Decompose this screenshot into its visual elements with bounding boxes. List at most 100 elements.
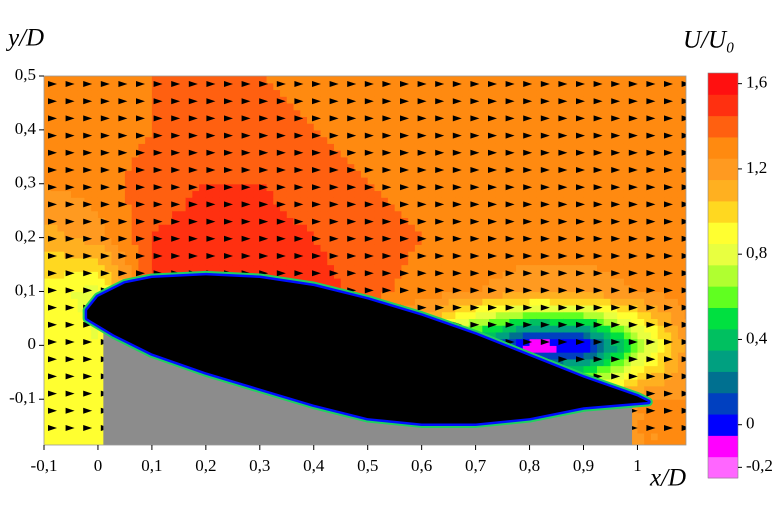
field-cell	[462, 298, 470, 306]
field-cell	[610, 358, 618, 367]
field-cell	[44, 338, 52, 346]
field-cell	[489, 325, 497, 333]
field-cell	[259, 116, 268, 124]
field-cell	[630, 109, 639, 118]
field-cell	[462, 116, 470, 124]
field-cell	[516, 237, 524, 245]
field-cell	[516, 197, 524, 205]
field-cell	[340, 123, 349, 131]
field-cell	[374, 102, 382, 111]
field-cell	[637, 372, 645, 380]
field-cell	[111, 82, 119, 91]
field-cell	[246, 163, 254, 171]
field-cell	[590, 102, 598, 111]
field-cell	[192, 163, 200, 171]
field-cell	[280, 203, 288, 212]
field-cell	[185, 210, 193, 219]
field-cell	[77, 298, 86, 306]
field-cell	[435, 109, 443, 118]
field-cell	[286, 217, 295, 225]
field-cell	[212, 210, 220, 219]
field-cell	[414, 190, 423, 198]
field-cell	[536, 318, 544, 326]
field-cell	[293, 264, 301, 272]
field-cell	[145, 150, 153, 158]
field-cell	[489, 76, 497, 84]
field-cell	[178, 251, 187, 259]
field-cell	[576, 331, 585, 340]
field-cell	[509, 224, 517, 232]
field-cell	[583, 183, 591, 192]
field-cell	[408, 244, 416, 252]
field-cell	[623, 237, 632, 245]
field-cell	[57, 217, 65, 225]
field-cell	[401, 244, 409, 252]
field-cell	[172, 257, 180, 266]
field-cell	[469, 446, 476, 453]
field-cell	[408, 278, 416, 286]
field-cell	[232, 129, 241, 138]
field-cell	[347, 136, 355, 144]
field-cell	[570, 325, 578, 333]
field-cell	[367, 203, 376, 212]
field-cell	[232, 82, 241, 91]
field-cell	[367, 278, 376, 286]
field-cell	[617, 89, 625, 97]
field-cell	[138, 197, 146, 205]
field-cell	[468, 264, 477, 272]
field-cell	[502, 224, 510, 232]
field-cell	[637, 291, 645, 299]
field-cell	[557, 446, 564, 453]
field-cell	[428, 237, 436, 245]
field-cell	[145, 177, 153, 185]
field-cell	[178, 89, 187, 97]
field-cell	[495, 291, 504, 299]
field-cell	[603, 150, 612, 158]
field-cell	[590, 89, 598, 97]
field-cell	[543, 352, 551, 360]
field-cell	[57, 210, 65, 219]
field-cell	[205, 257, 214, 266]
field-cell	[84, 278, 92, 286]
field-cell	[70, 203, 79, 212]
field-cell	[482, 123, 490, 131]
field-cell	[246, 230, 254, 239]
field-cell	[489, 102, 497, 111]
field-cell	[165, 217, 173, 225]
field-cell	[603, 156, 612, 165]
field-cell	[435, 264, 443, 272]
field-cell	[516, 264, 524, 272]
field-cell	[178, 96, 187, 104]
field-cell	[414, 210, 423, 219]
field-cell	[408, 237, 416, 245]
field-cell	[455, 311, 463, 320]
field-cell	[70, 163, 79, 171]
field-cell	[522, 203, 531, 212]
field-cell	[475, 116, 483, 124]
field-cell	[77, 150, 86, 158]
field-cell	[529, 331, 537, 340]
field-cell	[462, 76, 470, 84]
field-cell	[570, 311, 578, 320]
field-cell	[192, 102, 200, 111]
field-cell	[421, 284, 429, 293]
field-cell	[347, 284, 355, 293]
field-cell	[253, 129, 261, 138]
field-cell	[576, 257, 585, 266]
field-cell	[441, 116, 450, 124]
field-cell	[280, 237, 288, 245]
field-cell	[509, 76, 517, 84]
field-cell	[232, 190, 241, 198]
field-cell	[158, 89, 166, 97]
field-cell	[273, 446, 280, 453]
field-cell	[495, 217, 504, 225]
field-cell	[178, 123, 187, 131]
field-cell	[97, 439, 106, 445]
field-cell	[158, 123, 166, 131]
field-cell	[536, 224, 544, 232]
field-cell	[118, 237, 126, 245]
field-cell	[563, 224, 571, 232]
field-cell	[273, 197, 281, 205]
field-cell	[84, 129, 92, 138]
field-cell	[91, 251, 99, 259]
